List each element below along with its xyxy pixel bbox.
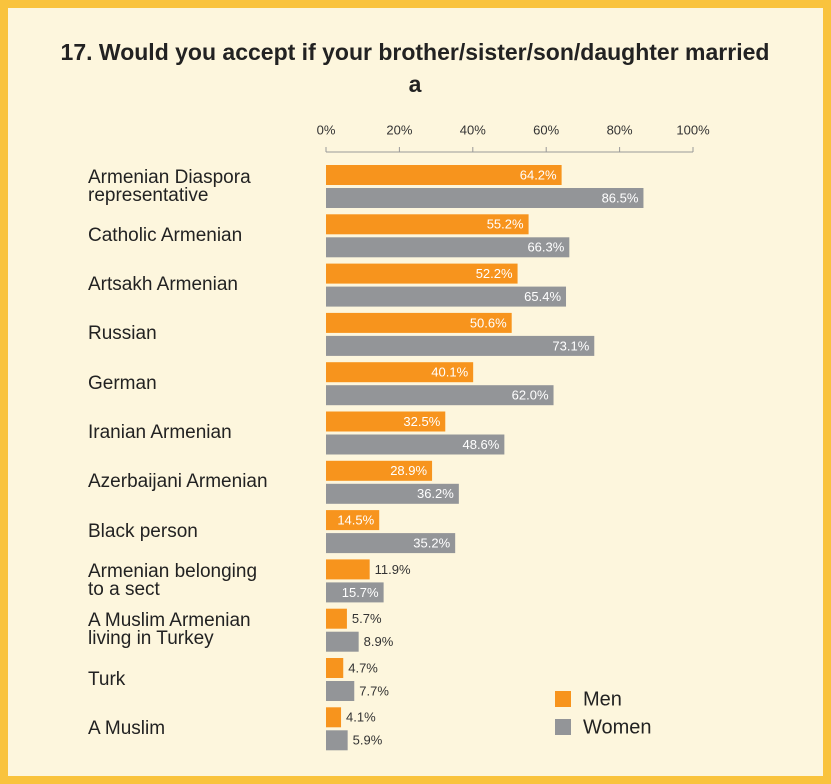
value-label: 64.2%	[520, 167, 557, 182]
bar	[326, 631, 359, 652]
value-label: 48.6%	[462, 437, 499, 452]
bar	[326, 411, 446, 432]
bar	[326, 582, 384, 603]
value-label: 35.2%	[413, 536, 450, 551]
bar	[326, 608, 347, 629]
category-label: Artsakh Armenian	[88, 274, 238, 296]
bar	[326, 510, 380, 531]
category-label: Catholic Armenian	[88, 224, 243, 246]
bar	[326, 362, 474, 383]
bar	[326, 312, 512, 333]
bar	[326, 730, 348, 751]
category-label: German	[88, 372, 157, 394]
category-label: Armenian Diaspora representative	[88, 166, 251, 206]
bar	[326, 483, 459, 504]
value-label: 15.7%	[342, 585, 379, 600]
bar	[326, 460, 433, 481]
value-label: 65.4%	[524, 289, 561, 304]
category-label: Armenian belonging to a sect	[88, 560, 258, 600]
value-label: 4.7%	[348, 660, 378, 675]
value-label: 5.7%	[352, 611, 382, 626]
bar	[326, 707, 342, 728]
category-label: Russian	[88, 323, 157, 345]
category-label: Azerbaijani Armenian	[88, 471, 268, 493]
value-label: 36.2%	[417, 486, 454, 501]
value-label: 40.1%	[431, 365, 468, 380]
legend-label: Women	[583, 716, 652, 738]
bar	[326, 188, 644, 208]
bar	[326, 681, 355, 701]
value-label: 73.1%	[552, 338, 589, 353]
bar	[326, 559, 370, 580]
bar	[326, 658, 344, 678]
bar	[326, 335, 595, 356]
value-label: 32.5%	[403, 414, 440, 429]
x-tick-label: 40%	[460, 122, 486, 137]
value-label: 86.5%	[602, 190, 639, 205]
x-tick-label: 100%	[676, 122, 710, 137]
category-label: Iranian Armenian	[88, 422, 232, 443]
category-label: Turk	[88, 668, 126, 690]
value-label: 66.3%	[527, 240, 564, 255]
bar	[326, 286, 567, 307]
x-tick-label: 60%	[533, 122, 559, 137]
category-label: Black person	[88, 520, 198, 542]
value-label: 8.9%	[364, 634, 394, 649]
x-tick-label: 0%	[317, 122, 336, 137]
value-label: 50.6%	[470, 315, 507, 330]
bar	[326, 214, 529, 235]
bar	[326, 434, 505, 455]
bar	[326, 385, 554, 406]
value-label: 28.9%	[390, 463, 427, 478]
value-label: 52.2%	[476, 266, 513, 281]
value-label: 4.1%	[346, 710, 376, 725]
x-tick-label: 20%	[386, 122, 412, 137]
value-label: 62.0%	[512, 388, 549, 403]
value-label: 11.9%	[375, 562, 411, 577]
legend-swatch	[555, 719, 571, 735]
value-label: 14.5%	[337, 513, 374, 528]
bar	[326, 165, 562, 185]
bar	[326, 237, 570, 258]
value-label: 55.2%	[487, 217, 524, 232]
value-label: 5.9%	[353, 733, 383, 748]
chart-title: 17. Would you accept if your brother/sis…	[60, 39, 770, 97]
category-label: A Muslim	[88, 717, 166, 739]
legend-label: Men	[583, 688, 622, 710]
legend-swatch	[555, 691, 571, 707]
bar	[326, 263, 518, 284]
x-tick-label: 80%	[607, 122, 633, 137]
category-label: A Muslim Armenian living in Turkey	[88, 610, 251, 650]
value-label: 7.7%	[359, 683, 389, 698]
bar	[326, 533, 456, 554]
